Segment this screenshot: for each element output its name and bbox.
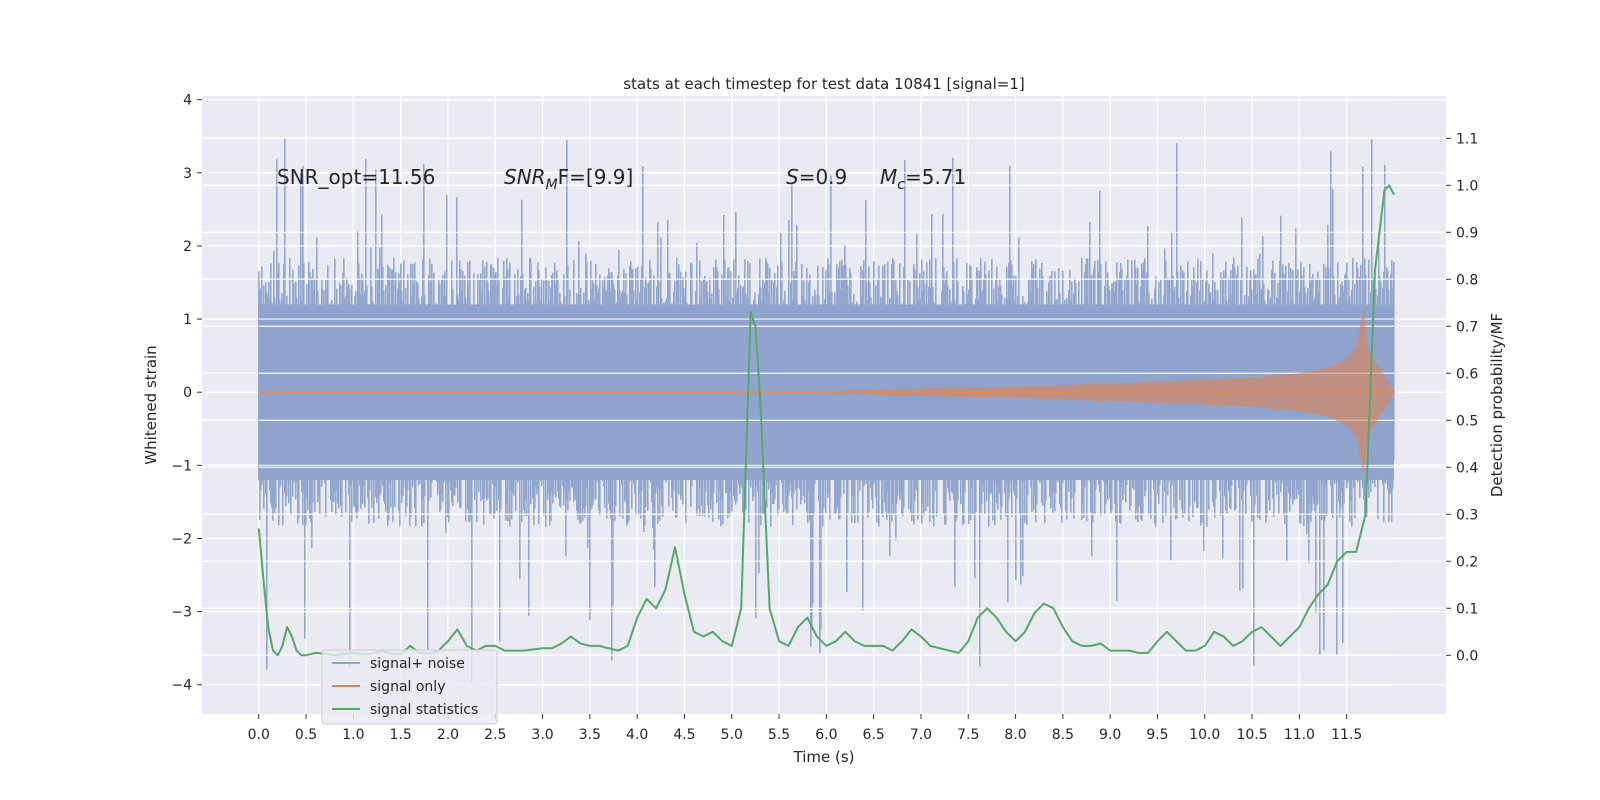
s-value: =0.9 bbox=[799, 165, 848, 189]
x-tick-label: 8.5 bbox=[1052, 727, 1074, 743]
snr-mf-subscript: M bbox=[546, 177, 558, 193]
mc-subscript: c bbox=[897, 177, 905, 193]
signal-layer bbox=[258, 308, 1395, 476]
legend-box bbox=[321, 649, 498, 725]
x-tick-label: 3.5 bbox=[579, 727, 601, 743]
x-tick-label: 7.0 bbox=[910, 727, 932, 743]
x-tick-label: 4.0 bbox=[626, 727, 648, 743]
annotation-s: S=0.9 bbox=[786, 165, 847, 189]
x-tick-label: 11.0 bbox=[1284, 727, 1315, 743]
chart-title: stats at each timestep for test data 108… bbox=[623, 75, 1024, 93]
y2-tick-label: 0.0 bbox=[1456, 648, 1478, 664]
x-tick-label: 9.5 bbox=[1146, 727, 1168, 743]
y-axis-label: Whitened strain bbox=[142, 345, 160, 464]
y-tick-label: 3 bbox=[183, 166, 192, 182]
y2-tick-label: 0.5 bbox=[1456, 413, 1478, 429]
y2-tick-label: 1.0 bbox=[1456, 178, 1478, 194]
annotation-mc: Mc=5.71 bbox=[880, 165, 966, 193]
y-tick-label: −2 bbox=[171, 531, 192, 547]
x-tick-label: 1.5 bbox=[390, 727, 412, 743]
y-tick-label: 4 bbox=[183, 93, 192, 109]
annotation-snr-mf: SNRMF=[9.9] bbox=[504, 165, 633, 193]
mc-value: =5.71 bbox=[905, 165, 966, 189]
y-tick-label: −4 bbox=[171, 678, 192, 694]
x-tick-label: 0.0 bbox=[248, 727, 270, 743]
snr-mf-main: SNR bbox=[504, 165, 546, 189]
x-tick-label: 6.0 bbox=[815, 727, 837, 743]
y-tick-label: −1 bbox=[171, 458, 192, 474]
x-tick-label: 0.5 bbox=[295, 727, 317, 743]
x-tick-label: 4.5 bbox=[673, 727, 695, 743]
y2-tick-label: 0.1 bbox=[1456, 601, 1478, 617]
y2-axis-label: Detection probability/MF bbox=[1488, 313, 1506, 497]
legend: signal+ noise signal only signal statist… bbox=[321, 649, 498, 725]
x-tick-label: 6.5 bbox=[863, 727, 885, 743]
x-tick-label: 2.0 bbox=[437, 727, 459, 743]
x-tick-label: 1.0 bbox=[342, 727, 364, 743]
y-tick-label: 2 bbox=[183, 239, 192, 255]
legend-label-signal: signal only bbox=[370, 679, 445, 695]
y-tick-label: 1 bbox=[183, 312, 192, 328]
x-tick-label: 3.0 bbox=[531, 727, 553, 743]
x-tick-label: 2.5 bbox=[484, 727, 506, 743]
x-axis-label: Time (s) bbox=[793, 748, 855, 766]
x-tick-label: 7.5 bbox=[957, 727, 979, 743]
x-tick-label: 5.5 bbox=[768, 727, 790, 743]
snr-mf-rest: F=[9.9] bbox=[558, 165, 634, 189]
x-tick-label: 8.0 bbox=[1004, 727, 1026, 743]
x-tick-label: 5.0 bbox=[721, 727, 743, 743]
s-variable: S bbox=[786, 165, 799, 189]
x-tick-label: 9.0 bbox=[1099, 727, 1121, 743]
y2-tick-label: 0.6 bbox=[1456, 366, 1478, 382]
y-tick-label: 0 bbox=[183, 385, 192, 401]
x-tick-label: 10.0 bbox=[1189, 727, 1220, 743]
legend-label-noise: signal+ noise bbox=[370, 656, 465, 672]
y2-tick-label: 0.9 bbox=[1456, 225, 1478, 241]
x-tick-label: 11.5 bbox=[1331, 727, 1362, 743]
y2-tick-label: 0.8 bbox=[1456, 272, 1478, 288]
legend-label-statistics: signal statistics bbox=[370, 702, 478, 718]
y-tick-label: −3 bbox=[171, 605, 192, 621]
annotation-snr-opt: SNR_opt=11.56 bbox=[277, 165, 435, 189]
ticks-layer: 0.0 0.5 1.0 1.5 2.0 2.5 3.0 3.5 4.0 4.5 5.0 5.5 6.0 6… bbox=[171, 93, 1478, 743]
y2-tick-label: 1.1 bbox=[1456, 131, 1478, 147]
mc-variable: M bbox=[880, 165, 897, 189]
y2-tick-label: 0.2 bbox=[1456, 554, 1478, 570]
x-tick-label: 10.5 bbox=[1236, 727, 1267, 743]
y2-tick-label: 0.3 bbox=[1456, 507, 1478, 523]
y2-tick-label: 0.7 bbox=[1456, 319, 1478, 335]
y2-tick-label: 0.4 bbox=[1456, 460, 1478, 476]
